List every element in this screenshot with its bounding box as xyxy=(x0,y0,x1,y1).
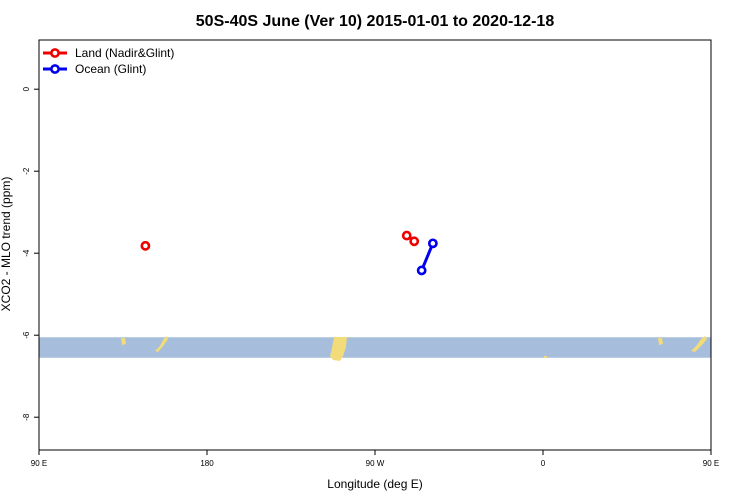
x-tick-label: 180 xyxy=(200,459,214,468)
series-layer xyxy=(140,230,438,276)
land-patch-island-small xyxy=(544,356,547,358)
land-shapes xyxy=(121,336,707,361)
y-tick-label: -8 xyxy=(22,413,31,421)
data-point xyxy=(427,238,438,249)
legend-item: Land (Nadir&Glint) xyxy=(43,46,174,60)
x-tick-label: 90 W xyxy=(366,459,385,468)
legend-label: Land (Nadir&Glint) xyxy=(75,46,174,60)
map-strip xyxy=(39,336,711,361)
x-tick-label: 90 E xyxy=(703,459,719,468)
y-axis: 0 -2 -4 -6 -8 xyxy=(22,86,39,421)
y-axis-label: XCO2 - MLO trend (ppm) xyxy=(0,177,13,312)
data-point xyxy=(140,240,151,251)
x-axis-label: Longitude (deg E) xyxy=(327,477,422,491)
legend-item: Ocean (Glint) xyxy=(43,62,146,76)
y-tick-label: -2 xyxy=(22,167,31,175)
plot-frame xyxy=(38,39,712,451)
y-tick-label: -4 xyxy=(22,249,31,257)
data-point xyxy=(401,230,412,241)
legend-marker xyxy=(50,48,60,58)
chart-title: 50S-40S June (Ver 10) 2015-01-01 to 2020… xyxy=(196,13,555,30)
y-tick-label: -6 xyxy=(22,331,31,339)
y-tick-label: 0 xyxy=(22,86,31,91)
legend-label: Ocean (Glint) xyxy=(75,62,146,76)
data-point xyxy=(416,265,427,276)
legend-marker xyxy=(50,64,60,74)
land-patch-nz-repeat xyxy=(691,336,707,352)
series-1 xyxy=(416,238,438,276)
land-patch-tasmania xyxy=(121,338,126,345)
land-patch-nz-north xyxy=(155,336,168,352)
land-patch-tasmania-repeat xyxy=(658,338,663,345)
x-tick-label: 0 xyxy=(541,459,546,468)
x-tick-label: 90 E xyxy=(31,459,47,468)
land-patch-south-america xyxy=(330,337,347,361)
legend: Land (Nadir&Glint) Ocean (Glint) xyxy=(43,46,174,76)
series-0 xyxy=(140,230,420,251)
ocean-band xyxy=(39,337,711,358)
data-point xyxy=(409,236,420,247)
